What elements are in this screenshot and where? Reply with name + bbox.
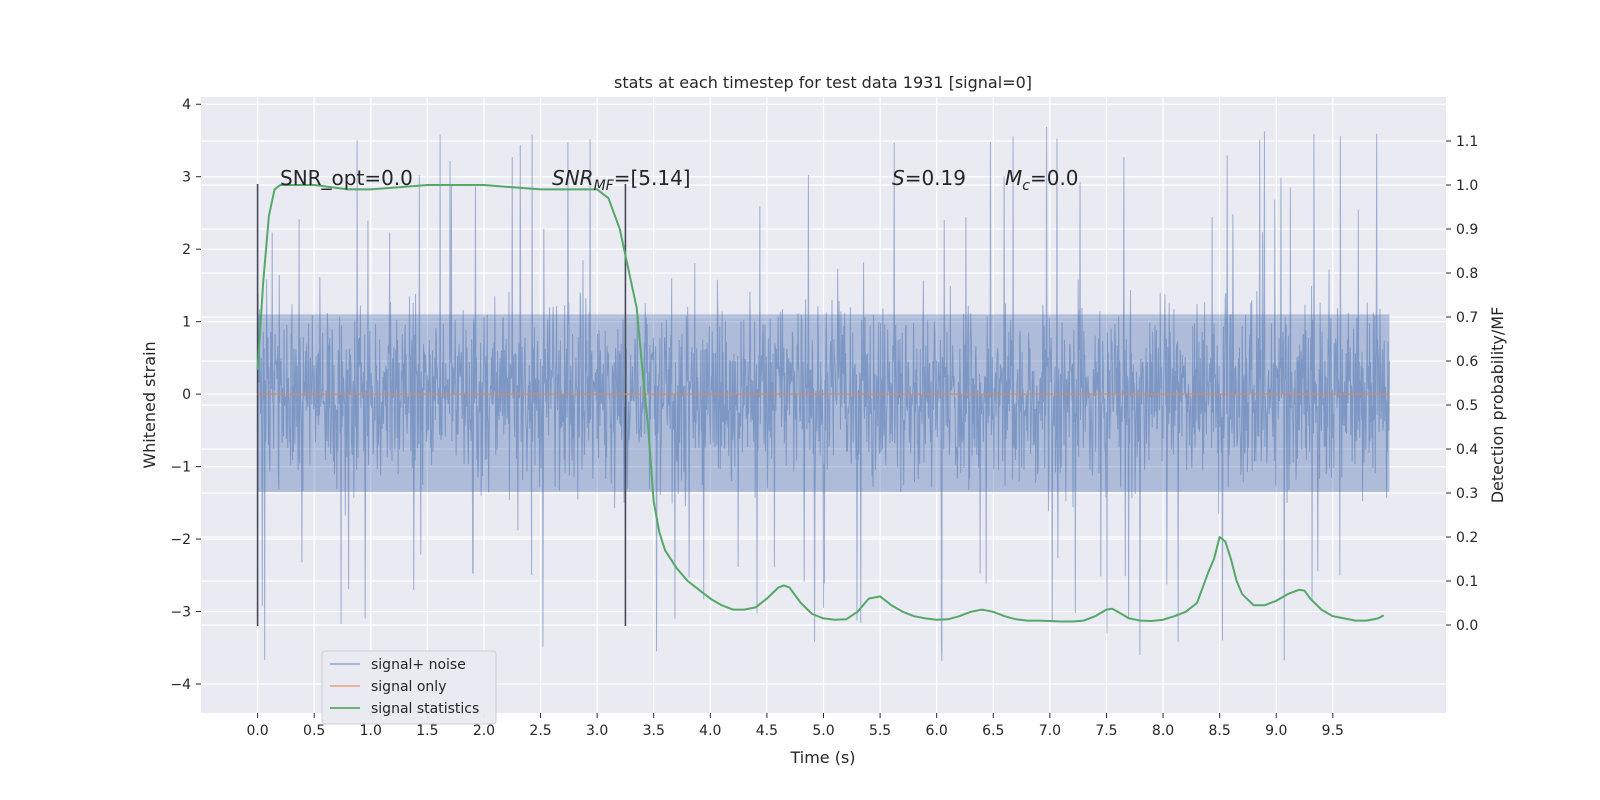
x-tick-label: 0.0 [246, 723, 268, 739]
s-symbol: S [892, 166, 905, 190]
annotation-snr-mf: SNRMF=[5.14] [552, 166, 691, 194]
legend-label-signal-only: signal only [371, 679, 446, 695]
x-tick-label: 8.0 [1152, 723, 1174, 739]
x-tick-label: 9.0 [1265, 723, 1287, 739]
x-tick-label: 3.5 [643, 723, 665, 739]
y2-tick-label: 0.0 [1456, 618, 1478, 634]
series-signal-statistics [256, 184, 1385, 623]
x-tick-label: 9.5 [1322, 723, 1344, 739]
snr-mf-value: =[5.14] [614, 166, 691, 190]
legend: signal+ noise signal only signal statist… [321, 650, 497, 725]
y2-tick-label: 0.4 [1456, 442, 1478, 458]
signal-noise-line [257, 126, 1390, 662]
x-tick-label: 7.5 [1095, 723, 1117, 739]
snr-mf-base: SNR [552, 166, 594, 190]
y-tick-label: 4 [182, 97, 191, 113]
y2-axis-label: Detection probability/MF [1488, 307, 1507, 504]
y-axis-ticks: 4 3 2 1 0 −1 −2 −3 −4 [170, 97, 201, 693]
x-tick-label: 0.5 [303, 723, 325, 739]
snr-mf-subscript: MF [594, 178, 615, 194]
mc-symbol: M [1005, 166, 1022, 190]
y2-axis-ticks: 0.0 0.1 0.2 0.3 0.4 0.5 0.6 0.7 0.8 0.9 1.0 1.1 [1446, 134, 1478, 634]
x-tick-label: 3.0 [586, 723, 608, 739]
x-tick-label: 2.5 [529, 723, 551, 739]
legend-box [321, 650, 497, 725]
x-tick-label: 1.0 [360, 723, 382, 739]
x-tick-label: 6.0 [926, 723, 948, 739]
chart-title: stats at each timestep for test data 193… [614, 73, 1032, 92]
x-tick-label: 6.5 [982, 723, 1004, 739]
annotation-s: S=0.19 [892, 166, 966, 190]
mc-subscript: c [1022, 178, 1030, 194]
x-tick-label: 7.0 [1039, 723, 1061, 739]
x-tick-label: 8.5 [1209, 723, 1231, 739]
y-tick-label: −4 [170, 677, 191, 693]
y2-tick-label: 1.0 [1456, 178, 1478, 194]
annotation-mc: Mc=0.0 [1005, 166, 1079, 194]
x-tick-label: 1.5 [416, 723, 438, 739]
x-axis-label: Time (s) [789, 748, 855, 767]
y-tick-label: −1 [170, 460, 191, 476]
series-signal-noise [257, 126, 1390, 662]
y-tick-label: 0 [182, 387, 191, 403]
x-tick-label: 5.5 [869, 723, 891, 739]
y2-tick-label: 0.5 [1456, 398, 1478, 414]
y2-tick-label: 0.7 [1456, 310, 1478, 326]
signal-noise-core-band [257, 314, 1390, 492]
y-tick-label: 3 [182, 170, 191, 186]
y2-tick-label: 0.1 [1456, 574, 1478, 590]
y-tick-label: 1 [182, 315, 191, 331]
y2-tick-label: 0.8 [1456, 266, 1478, 282]
y-tick-label: −2 [170, 532, 191, 548]
x-tick-label: 2.0 [473, 723, 495, 739]
signal-statistics-line [256, 184, 1385, 623]
y2-tick-label: 0.2 [1456, 530, 1478, 546]
x-tick-label: 4.0 [699, 723, 721, 739]
y-axis-label: Whitened strain [140, 341, 159, 468]
x-tick-label: 4.5 [756, 723, 778, 739]
y2-tick-label: 0.6 [1456, 354, 1478, 370]
y2-tick-label: 0.9 [1456, 222, 1478, 238]
y-tick-label: 2 [182, 242, 191, 258]
legend-label-signal-statistics: signal statistics [371, 701, 479, 717]
y-tick-label: −3 [170, 605, 191, 621]
x-tick-label: 5.0 [812, 723, 834, 739]
mc-value: =0.0 [1030, 166, 1079, 190]
annotation-snr-opt: SNR_opt=0.0 [280, 166, 413, 190]
y2-tick-label: 1.1 [1456, 134, 1478, 150]
x-axis-ticks: 0.0 0.5 1.0 1.5 2.0 2.5 3.0 3.5 4.0 4.5 5.0 5.5 6.0 6… [246, 713, 1344, 739]
legend-label-signal-noise: signal+ noise [371, 657, 466, 673]
s-value: =0.19 [905, 166, 966, 190]
y2-tick-label: 0.3 [1456, 486, 1478, 502]
